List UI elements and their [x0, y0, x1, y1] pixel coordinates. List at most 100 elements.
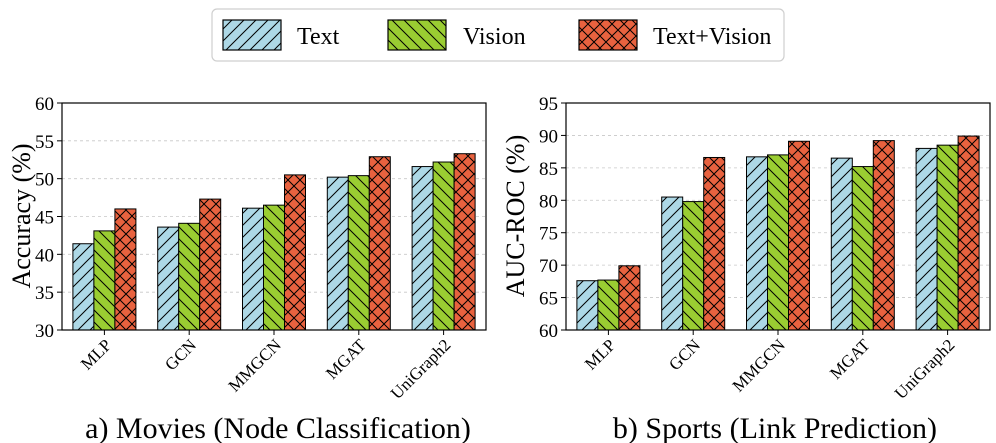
- bar-hatch: [368, 156, 391, 331]
- legend-item-text: Text: [222, 19, 340, 51]
- x-tick-label: GCN: [665, 335, 704, 374]
- bar-hatch: [682, 201, 705, 331]
- bar-hatch: [746, 156, 768, 331]
- bar-hatch: [432, 161, 455, 331]
- bar-hatch: [915, 147, 938, 331]
- x-tick-label: MMGCN: [225, 335, 285, 395]
- chart-panel-b: 60 65 70 75 80 85 90 95 MLP GCN MMGCN MGAT UniGraph…: [501, 94, 991, 443]
- legend-swatch-vision-hatch: [388, 20, 446, 50]
- panel-b-xticks: MLP GCN MMGCN MGAT UniGraph2: [581, 330, 958, 403]
- panel-a-xticks: MLP GCN MMGCN MGAT UniGraph2: [77, 330, 454, 403]
- y-tick-label: 30: [35, 321, 54, 342]
- bar-text: [157, 226, 180, 331]
- y-tick-label: 50: [35, 170, 54, 191]
- bar-text: [72, 243, 95, 331]
- bar-hatch: [618, 265, 641, 331]
- bar-text-vision: [703, 156, 726, 331]
- legend-item-text-vision: Text+Vision: [578, 19, 771, 51]
- y-tick-label: 60: [539, 321, 558, 342]
- bar-text: [830, 157, 853, 331]
- bar-hatch: [242, 207, 264, 331]
- bar-hatch: [178, 222, 201, 331]
- panel-a-yticks: 30 35 40 45 50 55 60: [35, 94, 62, 342]
- bar-text-vision: [872, 140, 895, 331]
- y-tick-label: 95: [539, 94, 558, 115]
- panel-a-bars: [72, 153, 476, 331]
- bar-hatch: [72, 243, 95, 331]
- bar-hatch: [284, 174, 306, 331]
- bar-text-vision: [368, 156, 391, 331]
- bar-vision: [263, 204, 285, 331]
- bar-hatch: [411, 166, 434, 331]
- bar-vision: [93, 230, 116, 331]
- bar-text: [915, 147, 938, 331]
- x-tick-label: MGAT: [322, 335, 370, 383]
- bar-hatch: [788, 140, 810, 331]
- bar-text-vision: [618, 265, 641, 331]
- x-tick-label: MGAT: [826, 335, 874, 383]
- bar-text: [746, 156, 768, 331]
- bar-vision: [347, 175, 370, 331]
- bar-hatch: [957, 135, 980, 331]
- panel-b-title: b) Sports (Link Prediction): [613, 412, 937, 443]
- bar-vision: [767, 154, 789, 331]
- y-tick-label: 65: [539, 289, 558, 310]
- bar-hatch: [347, 175, 370, 331]
- y-tick-label: 90: [539, 126, 558, 147]
- x-tick-label: MLP: [581, 335, 619, 373]
- bar-text: [326, 176, 349, 331]
- legend: Text Vision Text+Vision: [211, 8, 785, 62]
- bar-vision: [682, 201, 705, 331]
- panel-b-bars: [576, 135, 980, 331]
- y-tick-label: 85: [539, 159, 558, 180]
- panel-a-title: a) Movies (Node Classification): [85, 412, 471, 443]
- legend-item-vision: Vision: [387, 19, 526, 51]
- y-tick-label: 80: [539, 191, 558, 212]
- bar-hatch: [851, 166, 874, 331]
- bar-vision: [432, 161, 455, 331]
- bar-text-vision: [284, 174, 306, 331]
- x-tick-label: UniGraph2: [891, 335, 959, 403]
- bar-hatch: [767, 154, 789, 331]
- bar-text-vision: [199, 198, 222, 331]
- bar-hatch: [597, 279, 620, 331]
- bar-hatch: [936, 144, 959, 331]
- legend-frame: [211, 8, 785, 62]
- bar-text-vision: [957, 135, 980, 331]
- bar-hatch: [157, 226, 180, 331]
- bar-hatch: [93, 230, 116, 331]
- bar-hatch: [703, 156, 726, 331]
- bar-hatch: [199, 198, 222, 331]
- legend-swatch-text-vision-hatch: [579, 20, 637, 50]
- bar-text: [576, 280, 599, 331]
- bar-vision: [178, 222, 201, 331]
- y-tick-label: 75: [539, 224, 558, 245]
- bar-text-vision: [114, 208, 137, 331]
- bar-text-vision: [788, 140, 810, 331]
- x-tick-label: GCN: [161, 335, 200, 374]
- bar-hatch: [114, 208, 137, 331]
- bar-vision: [936, 144, 959, 331]
- y-tick-label: 55: [35, 132, 54, 153]
- bar-hatch: [326, 176, 349, 331]
- x-tick-label: MMGCN: [729, 335, 789, 395]
- y-tick-label: 70: [539, 256, 558, 277]
- panel-b-yticks: 60 65 70 75 80 85 90 95: [539, 94, 566, 342]
- y-tick-label: 45: [35, 208, 54, 229]
- bar-hatch: [453, 153, 476, 331]
- bar-text: [411, 166, 434, 331]
- y-tick-label: 40: [35, 245, 54, 266]
- bar-text: [242, 207, 264, 331]
- y-tick-label: 35: [35, 283, 54, 304]
- bar-text: [661, 196, 684, 331]
- panel-b-ylabel: AUC-ROC (%): [501, 135, 530, 298]
- bar-hatch: [576, 280, 599, 331]
- legend-swatch-text-hatch: [223, 20, 281, 50]
- y-tick-label: 60: [35, 94, 54, 115]
- bar-hatch: [830, 157, 853, 331]
- bar-hatch: [872, 140, 895, 331]
- legend-label-text-vision: Text+Vision: [653, 24, 771, 50]
- bar-vision: [597, 279, 620, 331]
